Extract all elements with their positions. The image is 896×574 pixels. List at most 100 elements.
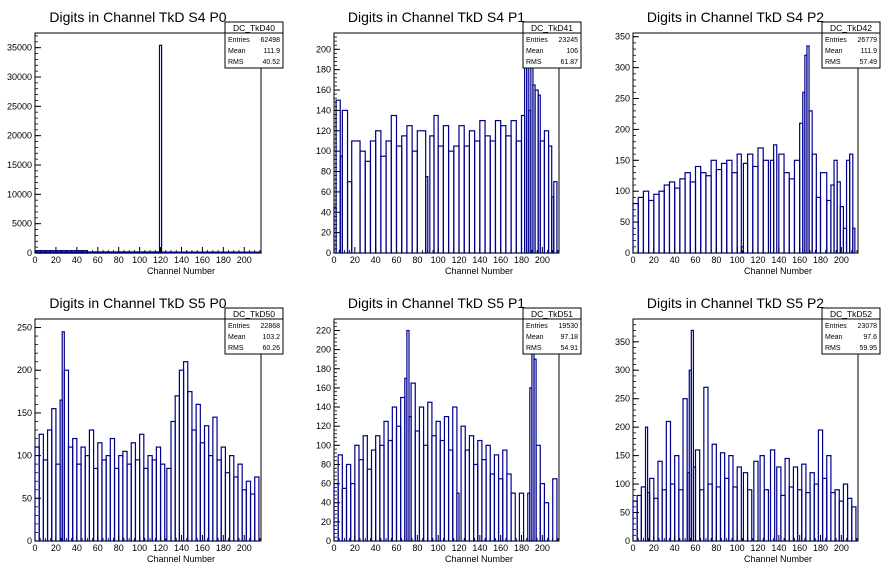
- y-tick-label: 350: [615, 337, 630, 347]
- stats-box-name: DC_TkD51: [531, 309, 573, 319]
- histogram-bin: [395, 425, 402, 542]
- histogram-bin: [801, 463, 807, 542]
- histogram-bin: [341, 109, 349, 254]
- histogram-bin: [661, 489, 667, 542]
- y-tick-label: 50: [620, 217, 630, 227]
- histogram-bin: [805, 492, 811, 542]
- histogram-bin: [796, 489, 803, 542]
- histogram-bin: [341, 487, 348, 542]
- histogram-bin: [335, 99, 341, 254]
- stats-box: DC_TkD51 Entries 19530 Mean 97.18 RMS 54.91: [522, 307, 582, 355]
- histogram-bin: [182, 361, 189, 542]
- stats-key: Entries: [526, 323, 548, 330]
- histogram-bin: [346, 181, 353, 254]
- x-tick-label: 80: [114, 543, 124, 553]
- stats-key: Entries: [825, 323, 847, 330]
- histogram-bin: [653, 497, 659, 542]
- y-tick-label: 150: [17, 408, 32, 418]
- y-tick-label: 30000: [7, 72, 32, 82]
- histogram-bin: [773, 144, 778, 254]
- histogram-bin: [809, 472, 815, 542]
- histogram-bin: [143, 467, 149, 542]
- histogram-bin: [375, 435, 381, 542]
- histogram-bin: [479, 119, 486, 254]
- y-tick-label: 300: [615, 365, 630, 375]
- histogram-bin: [543, 502, 550, 542]
- histogram-bin: [788, 178, 796, 254]
- histogram-bin: [493, 454, 500, 542]
- histogram-bin: [846, 497, 853, 542]
- histogram-bin: [400, 396, 406, 542]
- histogram-bin: [351, 140, 361, 254]
- x-tick-label: 60: [391, 543, 401, 553]
- histogram-bin: [158, 44, 163, 254]
- x-tick-label: 200: [237, 543, 252, 553]
- histogram-bin: [67, 446, 74, 542]
- y-tick-label: 0: [625, 248, 630, 258]
- histogram-bin: [793, 159, 801, 254]
- histogram-bin: [552, 478, 558, 542]
- stats-box-frame: [821, 21, 881, 69]
- histogram-bin: [784, 457, 790, 542]
- y-tick-label: 40: [321, 498, 331, 508]
- x-tick-label: 100: [132, 543, 147, 553]
- chart-title: Digits in Channel TkD S4 P1: [348, 9, 525, 25]
- x-tick-label: 40: [670, 255, 680, 265]
- stats-value: 61.87: [560, 59, 578, 66]
- stats-value: 97.18: [560, 334, 578, 341]
- x-tick-label: 120: [451, 255, 466, 265]
- stats-key: Entries: [228, 323, 250, 330]
- y-tick-label: 80: [321, 459, 331, 469]
- y-tick-label: 0: [27, 248, 32, 258]
- stats-key: Entries: [228, 37, 250, 44]
- stats-box: DC_TkD52 Entries 23078 Mean 97.6 RMS 59.95: [821, 307, 881, 355]
- histogram-bin: [543, 130, 550, 254]
- histogram-bin: [414, 430, 421, 542]
- y-tick-label: 20: [321, 228, 331, 238]
- histogram-bin: [851, 506, 857, 542]
- histogram-bin: [817, 429, 824, 542]
- histogram-bin: [46, 429, 53, 542]
- x-tick-label: 120: [153, 255, 168, 265]
- y-tick-label: 0: [326, 536, 331, 546]
- histogram-bin: [515, 140, 523, 254]
- histogram-bin: [229, 455, 235, 542]
- histogram-bin: [199, 442, 206, 542]
- histogram-bin: [101, 459, 107, 542]
- x-tick-label: 120: [153, 543, 168, 553]
- histogram-bin: [401, 135, 408, 254]
- histogram-bin: [458, 125, 465, 254]
- histogram-bin: [689, 181, 697, 254]
- histogram-bin: [130, 442, 137, 542]
- histogram-bin: [359, 150, 366, 254]
- histogram-bin: [442, 125, 450, 254]
- stats-value: 40.52: [262, 59, 280, 66]
- x-tick-label: 180: [514, 543, 529, 553]
- histogram-bin: [76, 463, 82, 542]
- stats-box-frame: [224, 307, 284, 355]
- histogram-bin: [333, 482, 339, 542]
- y-tick-label: 220: [316, 325, 331, 335]
- x-axis-label: Channel Number: [147, 266, 215, 276]
- histogram-bin: [742, 162, 749, 254]
- stats-value: 62498: [261, 37, 281, 44]
- x-axis-label: Channel Number: [147, 554, 215, 564]
- histogram-bin: [170, 420, 176, 542]
- stats-box: DC_TkD41 Entries 23245 Mean 106 RMS 61.87: [522, 21, 582, 69]
- histogram-bin: [731, 172, 738, 254]
- y-tick-label: 350: [615, 32, 630, 42]
- x-tick-label: 140: [472, 543, 487, 553]
- histogram-bin: [648, 199, 655, 254]
- y-tick-label: 200: [615, 124, 630, 134]
- histogram-bin: [241, 489, 247, 542]
- histogram-bin: [518, 492, 525, 542]
- y-tick-label: 0: [27, 536, 32, 546]
- histogram-bin: [707, 483, 713, 542]
- y-tick-label: 0: [625, 536, 630, 546]
- histogram-bin: [345, 463, 352, 542]
- x-tick-label: 120: [451, 543, 466, 553]
- histogram-bin: [502, 449, 508, 542]
- x-tick-label: 140: [472, 255, 487, 265]
- y-tick-label: 15000: [7, 160, 32, 170]
- histogram-bin: [220, 446, 227, 542]
